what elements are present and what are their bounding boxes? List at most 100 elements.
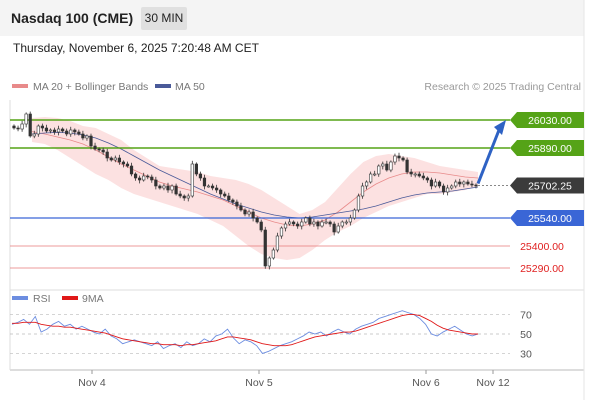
- candle-body: [292, 221, 296, 225]
- candle-body: [194, 163, 198, 175]
- candle-body: [166, 185, 170, 191]
- candle-body: [360, 185, 365, 197]
- candle-body: [470, 183, 474, 186]
- candle-body: [425, 177, 429, 181]
- candle-body: [263, 229, 267, 267]
- minor-level-label-4: 25400.00: [520, 241, 564, 253]
- rsi-tick-2: 30: [520, 348, 532, 360]
- candle-body: [454, 181, 458, 187]
- candle-body: [255, 217, 259, 223]
- candle-body: [251, 211, 255, 219]
- candle-body: [231, 199, 235, 203]
- candle-body: [85, 135, 89, 139]
- candle-body: [182, 195, 186, 199]
- candle-body: [344, 221, 348, 224]
- candle-body: [267, 257, 271, 267]
- candle-body: [174, 185, 178, 195]
- time-label-0: Nov 4: [78, 377, 106, 389]
- candle-body: [154, 179, 158, 187]
- candle-body: [146, 175, 150, 178]
- candle-body: [328, 221, 332, 225]
- candle-body: [215, 187, 219, 191]
- candle-body: [320, 221, 324, 227]
- candle-body: [352, 209, 357, 219]
- legend-rsi-label: RSI: [33, 293, 51, 305]
- legend-ma50-swatch: [155, 84, 171, 88]
- candle-body: [405, 159, 409, 173]
- candle-body: [69, 129, 73, 135]
- candle-body: [48, 129, 53, 132]
- candle-body: [125, 163, 130, 167]
- rsi-ma-line: [12, 314, 478, 347]
- candle-body: [178, 193, 182, 197]
- candle-body: [16, 127, 20, 130]
- candle-body: [377, 165, 381, 175]
- instrument-title: Nasdaq 100 (CME): [11, 10, 134, 26]
- legend-9ma-label: 9MA: [82, 293, 104, 305]
- rsi-tick-1: 50: [520, 329, 532, 341]
- candle-body: [433, 181, 438, 187]
- candle-body: [458, 181, 462, 185]
- support-label: 25540.00: [528, 213, 572, 225]
- resistance-tag-1: [510, 140, 584, 156]
- candle-body: [210, 185, 215, 189]
- candle-body: [369, 173, 373, 183]
- time-label-1: Nov 5: [245, 377, 273, 389]
- candle-body: [65, 130, 69, 135]
- candle-body: [373, 173, 377, 176]
- minor-level-label-5: 25290.00: [520, 263, 564, 275]
- candle-body: [389, 161, 393, 171]
- candle-body: [28, 113, 32, 137]
- candle-body: [109, 157, 113, 161]
- candle-body: [206, 185, 211, 188]
- candle-body: [312, 221, 316, 225]
- candle-body: [243, 209, 247, 215]
- candle-body: [219, 189, 223, 195]
- candle-body: [450, 185, 454, 189]
- candle-body: [73, 129, 77, 133]
- candle-body: [446, 187, 450, 193]
- rsi-tick-0: 70: [520, 310, 532, 322]
- resistance-label-0: 26030.00: [528, 115, 572, 127]
- header-bar: Nasdaq 100 (CME) 30 MIN: [0, 0, 584, 36]
- candle-body: [121, 161, 126, 165]
- candle-body: [105, 151, 109, 159]
- candle-body: [340, 221, 344, 227]
- candle-body: [247, 211, 251, 215]
- rsi-line: [11, 310, 479, 354]
- candle-body: [227, 195, 231, 201]
- candle-body: [93, 145, 97, 150]
- legend-ma50-label: MA 50: [175, 81, 205, 93]
- candle-body: [32, 133, 36, 137]
- candle-body: [348, 217, 352, 223]
- candle-body: [40, 125, 44, 129]
- candle-body: [466, 181, 470, 185]
- candle-body: [61, 128, 65, 132]
- candle-body: [202, 177, 207, 187]
- candle-body: [235, 201, 239, 207]
- timeframe-button[interactable]: 30 MIN: [141, 7, 187, 30]
- candle-body: [393, 155, 397, 163]
- candle-body: [133, 173, 138, 179]
- candle-body: [186, 195, 190, 199]
- current-price-label: 25702.25: [528, 181, 572, 193]
- candle-body: [158, 185, 162, 189]
- resistance-tag-0: [510, 112, 584, 128]
- candle-body: [162, 185, 166, 189]
- candle-body: [304, 217, 308, 223]
- time-label-2: Nov 6: [412, 377, 440, 389]
- legend-ma20-label: MA 20 + Bollinger Bands: [33, 81, 148, 93]
- current-price-tag: [510, 177, 584, 194]
- bollinger-band: [32, 117, 478, 260]
- support-tag: [510, 210, 584, 226]
- legend-ma20-swatch: [12, 84, 28, 88]
- candle-body: [24, 113, 28, 125]
- candle-body: [89, 135, 93, 147]
- candle-body: [36, 125, 40, 135]
- candle-body: [113, 157, 117, 161]
- candle-body: [271, 249, 275, 259]
- candle-body: [385, 163, 389, 171]
- forecast-arrow-shaft: [476, 129, 501, 185]
- candle-body: [20, 123, 24, 130]
- candle-body: [381, 163, 385, 167]
